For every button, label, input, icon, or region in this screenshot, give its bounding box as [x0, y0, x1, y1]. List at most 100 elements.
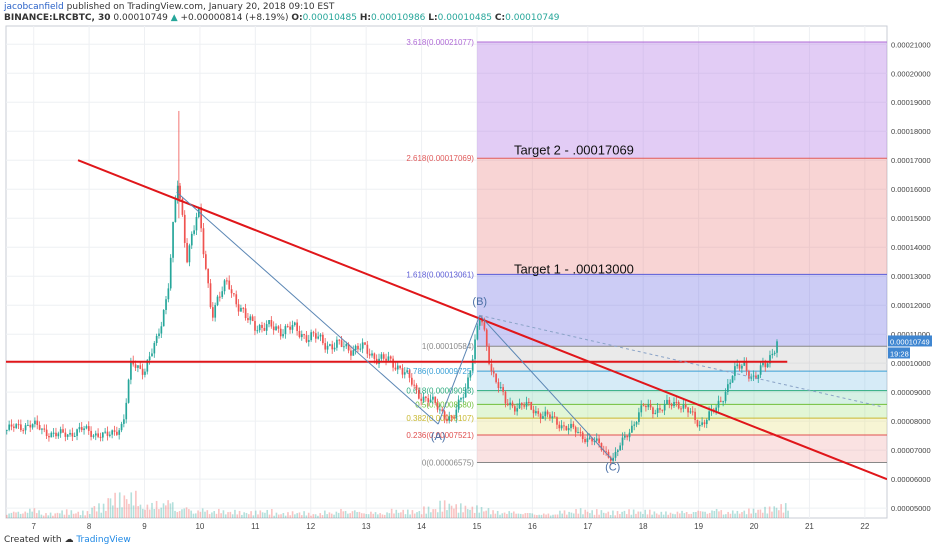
fib-zone	[476, 435, 887, 463]
candle-body	[62, 429, 64, 433]
candle-body	[106, 431, 109, 436]
volume-bar	[397, 512, 400, 518]
volume-bar	[584, 509, 587, 518]
candle-body	[174, 199, 177, 223]
candle-body	[462, 397, 465, 399]
volume-bar	[632, 509, 635, 518]
candle-body	[427, 398, 430, 403]
candle-body	[708, 411, 710, 420]
volume-bar	[271, 509, 273, 518]
volume-bar	[579, 508, 582, 518]
volume-bar	[347, 513, 349, 518]
candle-body	[221, 291, 224, 297]
volume-bar	[8, 513, 10, 518]
volume-bar	[247, 514, 250, 518]
x-tick-label: 19	[694, 522, 703, 531]
volume-bar	[194, 513, 197, 518]
candle-body	[15, 424, 18, 428]
candle-body	[366, 344, 369, 354]
candle-body	[331, 344, 334, 350]
y-tick-label: 0.00020000	[891, 69, 931, 78]
candle-body	[544, 411, 547, 417]
candle-body	[80, 427, 83, 431]
volume-bar	[222, 510, 225, 518]
volume-bar	[305, 515, 308, 518]
volume-bar	[296, 513, 298, 518]
volume-bar	[443, 500, 446, 518]
volume-bar	[630, 514, 633, 518]
volume-bar	[208, 514, 211, 518]
candle-body	[448, 416, 451, 421]
candle-body	[741, 365, 743, 369]
author-link[interactable]: jacobcanfield	[4, 2, 64, 12]
candle-body	[268, 320, 270, 325]
volume-bar	[176, 512, 179, 518]
volume-bar	[40, 514, 43, 518]
volume-bar	[510, 512, 513, 518]
volume-bar	[201, 508, 204, 518]
candle-body	[167, 288, 170, 300]
tradingview-brand[interactable]: TradingView	[76, 535, 131, 545]
volume-bar	[720, 510, 723, 518]
candle-body	[537, 411, 540, 414]
volume-bar	[363, 513, 365, 518]
candle-body	[668, 399, 671, 405]
volume-bar	[70, 510, 73, 518]
candle-body	[247, 318, 249, 321]
candle-body	[616, 450, 619, 452]
volume-bar	[637, 511, 640, 518]
candle-body	[600, 443, 603, 451]
volume-bar	[690, 513, 693, 518]
volume-bar	[128, 503, 130, 518]
candle-body	[324, 343, 327, 350]
volume-bar	[282, 513, 285, 518]
volume-bar	[759, 509, 762, 518]
candle-body	[481, 320, 483, 323]
volume-bar	[430, 512, 432, 518]
volume-bar	[65, 509, 68, 518]
volume-bar	[529, 513, 531, 518]
candle-body	[392, 358, 394, 368]
high-value: 0.00010986	[371, 13, 426, 23]
candle-body	[759, 365, 762, 375]
volume-bar	[215, 513, 218, 518]
volume-bar	[612, 510, 614, 518]
candle-body	[476, 325, 479, 340]
candle-body	[146, 360, 149, 372]
volume-bar	[589, 513, 591, 518]
candle-body	[223, 280, 226, 292]
open-label: O:	[291, 13, 303, 23]
candle-body	[27, 424, 29, 426]
candle-body	[148, 356, 151, 361]
y-tick-label: 0.00009000	[891, 388, 931, 397]
candle-body	[242, 307, 245, 309]
volume-bar	[549, 515, 552, 518]
y-tick-label: 0.00010000	[891, 359, 931, 368]
volume-bar	[386, 512, 388, 518]
candle-body	[535, 411, 537, 414]
volume-bar	[160, 507, 163, 518]
volume-bar	[725, 514, 727, 518]
candle-body	[382, 354, 385, 359]
candle-body	[563, 425, 565, 427]
volume-bar	[381, 514, 384, 518]
candle-body	[471, 359, 474, 371]
candle-body	[410, 377, 413, 385]
candle-body	[265, 324, 268, 331]
volume-bar	[434, 509, 437, 518]
volume-bar	[473, 512, 476, 518]
candle-body	[258, 324, 261, 331]
volume-bar	[536, 515, 538, 518]
candle-body	[139, 365, 142, 369]
candle-body	[52, 432, 55, 434]
volume-bar	[264, 512, 266, 518]
candle-body	[551, 416, 554, 419]
volume-bar	[245, 512, 248, 518]
candle-body	[439, 409, 441, 411]
candle-body	[385, 358, 387, 361]
volume-bar	[12, 511, 15, 518]
volume-bar	[697, 510, 699, 518]
volume-bar	[59, 513, 61, 518]
volume-bar	[144, 509, 146, 518]
